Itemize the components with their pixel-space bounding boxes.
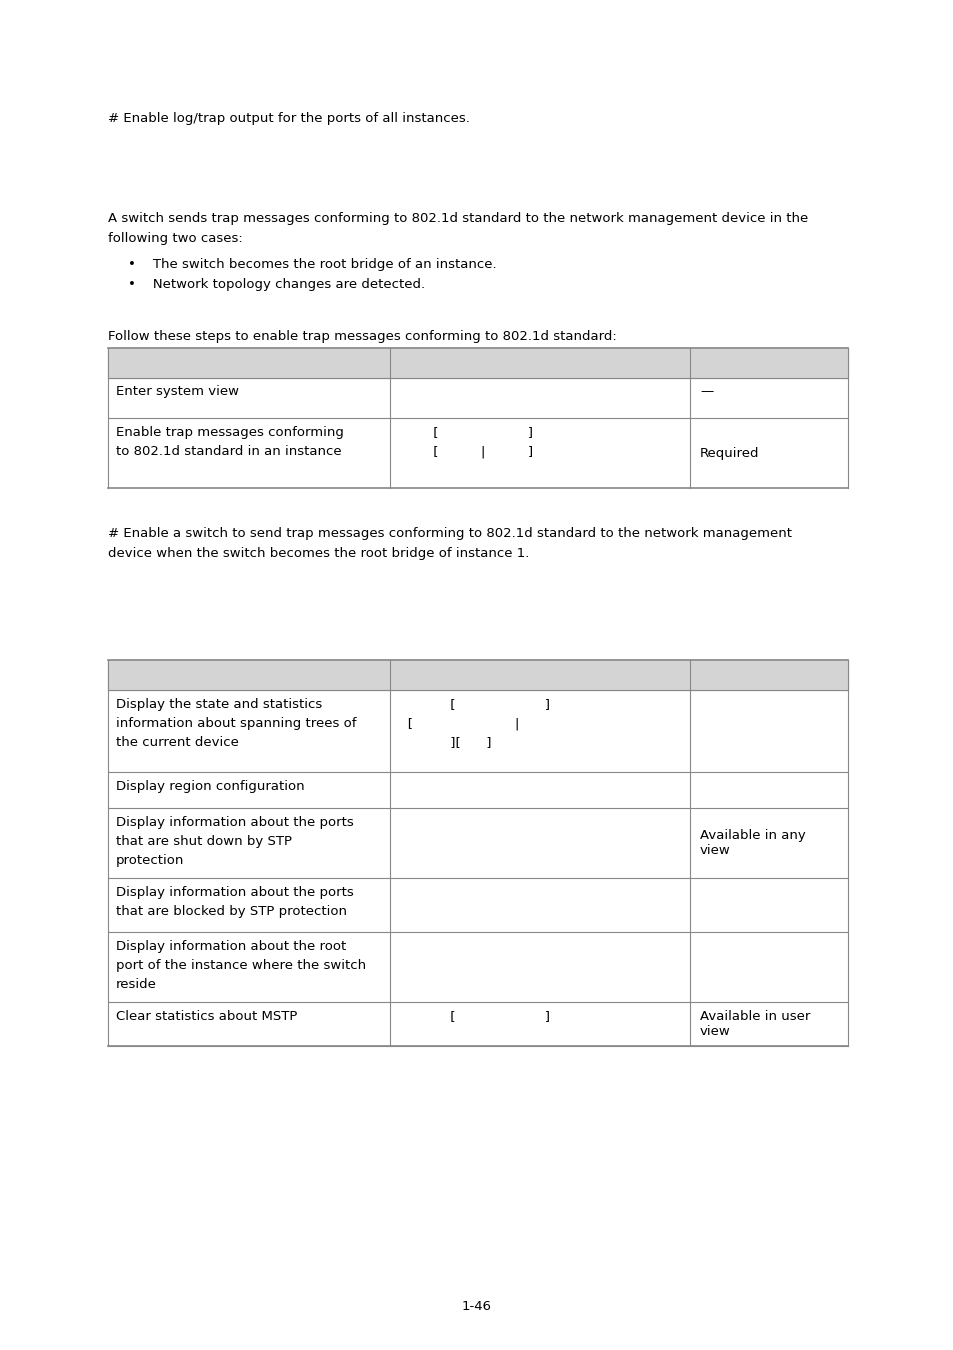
Text: Clear statistics about MSTP: Clear statistics about MSTP: [116, 1010, 297, 1023]
Text: that are blocked by STP protection: that are blocked by STP protection: [116, 904, 347, 918]
Text: •    Network topology changes are detected.: • Network topology changes are detected.: [128, 278, 425, 292]
Text: Enter system view: Enter system view: [116, 385, 239, 398]
Text: following two cases:: following two cases:: [108, 232, 242, 244]
Text: ][      ]: ][ ]: [395, 736, 491, 749]
Text: Required: Required: [700, 447, 759, 459]
Text: port of the instance where the switch: port of the instance where the switch: [116, 958, 366, 972]
Text: # Enable a switch to send trap messages conforming to 802.1d standard to the net: # Enable a switch to send trap messages …: [108, 526, 791, 540]
Text: protection: protection: [116, 855, 184, 867]
Text: Display region configuration: Display region configuration: [116, 780, 304, 792]
Text: Display the state and statistics: Display the state and statistics: [116, 698, 322, 711]
Text: Available in any
view: Available in any view: [700, 829, 805, 857]
Text: [          |          ]: [ | ]: [395, 446, 533, 458]
Text: Follow these steps to enable trap messages conforming to 802.1d standard:: Follow these steps to enable trap messag…: [108, 329, 616, 343]
Text: [                     ]: [ ]: [395, 427, 533, 439]
Text: 1-46: 1-46: [461, 1300, 492, 1314]
Text: Display information about the ports: Display information about the ports: [116, 886, 354, 899]
Text: •    The switch becomes the root bridge of an instance.: • The switch becomes the root bridge of …: [128, 258, 497, 271]
Text: the current device: the current device: [116, 736, 238, 749]
Text: device when the switch becomes the root bridge of instance 1.: device when the switch becomes the root …: [108, 547, 529, 560]
Text: A switch sends trap messages conforming to 802.1d standard to the network manage: A switch sends trap messages conforming …: [108, 212, 807, 225]
Text: information about spanning trees of: information about spanning trees of: [116, 717, 356, 730]
Text: [                        |: [ |: [395, 717, 518, 730]
Bar: [108, 660, 847, 690]
Text: Available in user
view: Available in user view: [700, 1010, 809, 1038]
Text: [                     ]: [ ]: [395, 1010, 550, 1023]
Text: [                     ]: [ ]: [395, 698, 550, 711]
Bar: [108, 348, 847, 378]
Text: —: —: [700, 385, 713, 398]
Text: to 802.1d standard in an instance: to 802.1d standard in an instance: [116, 446, 341, 458]
Text: Display information about the ports: Display information about the ports: [116, 815, 354, 829]
Text: # Enable log/trap output for the ports of all instances.: # Enable log/trap output for the ports o…: [108, 112, 470, 126]
Text: reside: reside: [116, 977, 156, 991]
Text: Enable trap messages conforming: Enable trap messages conforming: [116, 427, 343, 439]
Text: that are shut down by STP: that are shut down by STP: [116, 836, 292, 848]
Text: Display information about the root: Display information about the root: [116, 940, 346, 953]
